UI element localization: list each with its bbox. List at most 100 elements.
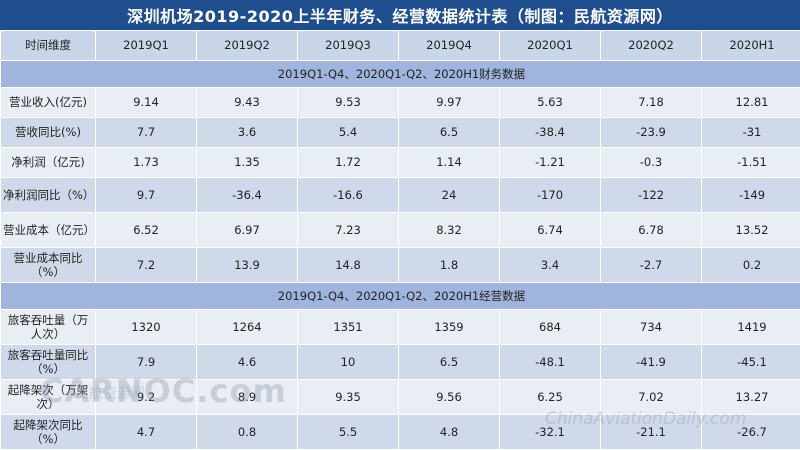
table-cell: -1.21 [499, 146, 601, 178]
table-cell: 7.9 [95, 343, 197, 380]
header-cell: 2020Q2 [600, 30, 702, 61]
table-cell: -16.6 [297, 176, 399, 213]
table-cell: 1.72 [297, 146, 399, 178]
table-cell: 13.9 [196, 246, 298, 283]
table-cell: -21.1 [600, 413, 702, 450]
header-cell: 2020H1 [701, 30, 800, 61]
row-label: 起降架次（万架次） [0, 378, 96, 415]
table-cell: -23.9 [600, 116, 702, 148]
table-row: 旅客吞吐量同比（%） 7.9 4.6 10 6.5 -48.1 -41.9 -4… [0, 343, 800, 380]
row-label: 营收同比(%) [0, 116, 96, 148]
table-cell: -1.51 [701, 146, 800, 178]
table-cell: 1264 [196, 308, 298, 345]
table-cell: 8.32 [398, 211, 500, 248]
row-label: 营业收入(亿元) [0, 86, 96, 118]
table-cell: 9.14 [95, 86, 197, 118]
table-cell: -48.1 [499, 343, 601, 380]
table-cell: 4.6 [196, 343, 298, 380]
table-cell: 1320 [95, 308, 197, 345]
table-cell: 6.25 [499, 378, 601, 415]
table-cell: 1419 [701, 308, 800, 345]
table-cell: 7.18 [600, 86, 702, 118]
row-label: 旅客吞吐量同比（%） [0, 343, 96, 380]
table-cell: -45.1 [701, 343, 800, 380]
table-cell: -149 [701, 176, 800, 213]
table-cell: -38.4 [499, 116, 601, 148]
table-cell: 1.14 [398, 146, 500, 178]
table-cell: 9.7 [95, 176, 197, 213]
table-row: 起降架次（万架次） 9.2 8.9 9.35 9.56 6.25 7.02 13… [0, 378, 800, 415]
table-cell: 1359 [398, 308, 500, 345]
table-cell: 5.5 [297, 413, 399, 450]
table-cell: 4.7 [95, 413, 197, 450]
table-cell: 9.35 [297, 378, 399, 415]
table-cell: 7.02 [600, 378, 702, 415]
table-cell: 12.81 [701, 86, 800, 118]
table-cell: -41.9 [600, 343, 702, 380]
header-cell: 2020Q1 [499, 30, 601, 61]
header-cell: 2019Q1 [95, 30, 197, 61]
table-row: 起降架次同比（%） 4.7 0.8 5.5 4.8 -32.1 -21.1 -2… [0, 413, 800, 450]
table-cell: 14.8 [297, 246, 399, 283]
table-cell: -122 [600, 176, 702, 213]
table-cell: 9.2 [95, 378, 197, 415]
table-cell: 7.2 [95, 246, 197, 283]
table-cell: 5.63 [499, 86, 601, 118]
table-cell: -31 [701, 116, 800, 148]
table-cell: 6.74 [499, 211, 601, 248]
table-cell: 13.52 [701, 211, 800, 248]
table-cell: 3.4 [499, 246, 601, 283]
table-cell: 1351 [297, 308, 399, 345]
table-cell: 6.5 [398, 343, 500, 380]
statistics-table: 时间维度 2019Q1 2019Q2 2019Q3 2019Q4 2020Q1 … [0, 30, 800, 450]
header-cell: 2019Q3 [297, 30, 399, 61]
table-cell: 7.23 [297, 211, 399, 248]
table-cell: -26.7 [701, 413, 800, 450]
table-cell: -170 [499, 176, 601, 213]
table-row: 营业成本（亿元） 6.52 6.97 7.23 8.32 6.74 6.78 1… [0, 211, 800, 248]
table-row: 营业收入(亿元) 9.14 9.43 9.53 9.97 5.63 7.18 1… [0, 86, 800, 118]
section-row-operating: 2019Q1-Q4、2020Q1-Q2、2020H1经营数据 [0, 281, 800, 310]
table-cell: 9.97 [398, 86, 500, 118]
header-cell: 2019Q4 [398, 30, 500, 61]
row-label: 营业成本（亿元） [0, 211, 96, 248]
table-cell: 1.35 [196, 146, 298, 178]
section-title: 2019Q1-Q4、2020Q1-Q2、2020H1经营数据 [0, 281, 800, 310]
header-cell: 2019Q2 [196, 30, 298, 61]
row-label: 营业成本同比（%） [0, 246, 96, 283]
row-label: 起降架次同比（%） [0, 413, 96, 450]
table-cell: 9.56 [398, 378, 500, 415]
table-cell: 9.43 [196, 86, 298, 118]
header-row: 时间维度 2019Q1 2019Q2 2019Q3 2019Q4 2020Q1 … [0, 30, 800, 61]
table-cell: 13.27 [701, 378, 800, 415]
section-title: 2019Q1-Q4、2020Q1-Q2、2020H1财务数据 [0, 59, 800, 88]
table-row: 净利润同比（%） 9.7 -36.4 -16.6 24 -170 -122 -1… [0, 176, 800, 213]
table-cell: -0.3 [600, 146, 702, 178]
row-label: 净利润（亿元) [0, 146, 96, 178]
table-cell: 5.4 [297, 116, 399, 148]
table-cell: 1.8 [398, 246, 500, 283]
row-label: 净利润同比（%） [0, 176, 96, 213]
table-cell: 7.7 [95, 116, 197, 148]
table-cell: -2.7 [600, 246, 702, 283]
table-row: 营收同比(%) 7.7 3.6 5.4 6.5 -38.4 -23.9 -31 [0, 116, 800, 148]
table-cell: 3.6 [196, 116, 298, 148]
table-cell: -32.1 [499, 413, 601, 450]
table-title: 深圳机场2019-2020上半年财务、经营数据统计表（制图：民航资源网） [0, 0, 800, 30]
table-row: 旅客吞吐量（万人次） 1320 1264 1351 1359 684 734 1… [0, 308, 800, 345]
table-cell: 6.78 [600, 211, 702, 248]
table-cell: 684 [499, 308, 601, 345]
table-cell: 0.8 [196, 413, 298, 450]
table-cell: 6.97 [196, 211, 298, 248]
table-cell: 8.9 [196, 378, 298, 415]
table-cell: -36.4 [196, 176, 298, 213]
table-row: 营业成本同比（%） 7.2 13.9 14.8 1.8 3.4 -2.7 0.2 [0, 246, 800, 283]
table-cell: 734 [600, 308, 702, 345]
table-cell: 24 [398, 176, 500, 213]
table-cell: 1.73 [95, 146, 197, 178]
table-row: 净利润（亿元) 1.73 1.35 1.72 1.14 -1.21 -0.3 -… [0, 146, 800, 178]
table-cell: 6.5 [398, 116, 500, 148]
header-cell: 时间维度 [0, 30, 96, 61]
row-label: 旅客吞吐量（万人次） [0, 308, 96, 345]
table-cell: 6.52 [95, 211, 197, 248]
